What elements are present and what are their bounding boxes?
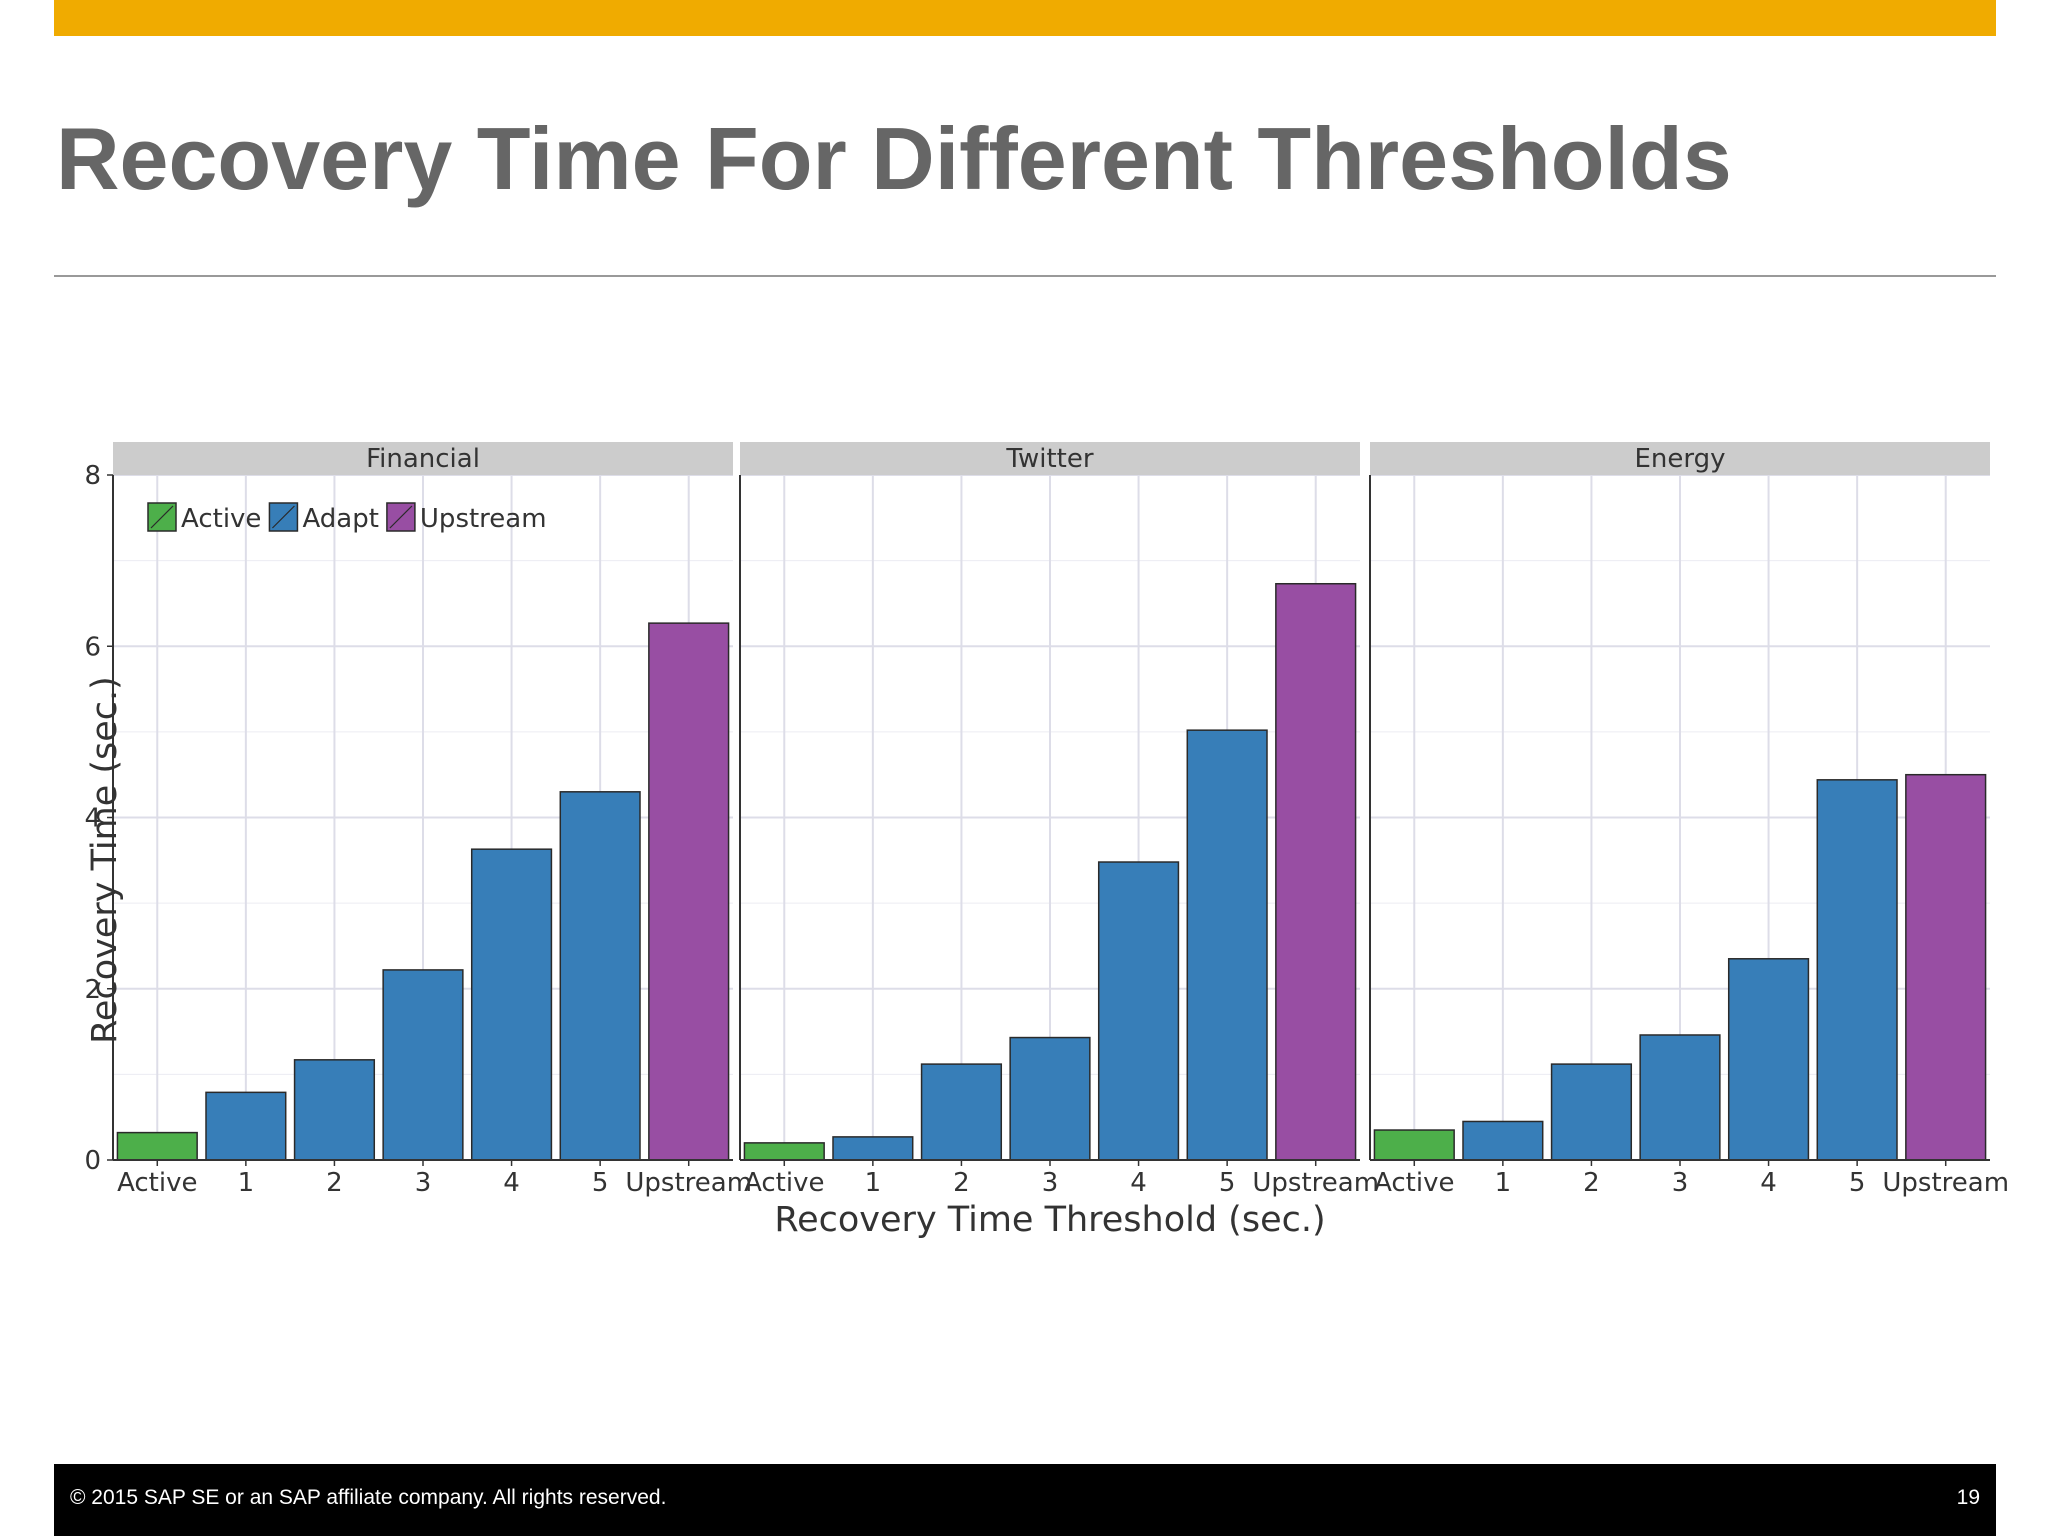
bar-twitter-active (743, 1142, 825, 1161)
bar-twitter-5 (1186, 729, 1268, 1161)
panel-strips: Financial Twitter Energy (113, 442, 1990, 475)
bar-twitter-1 (832, 1136, 914, 1161)
top-accent-bar (54, 0, 1996, 36)
footer-copyright: © 2015 SAP SE or an SAP affiliate compan… (70, 1486, 667, 1509)
panel-strip-bg (1370, 442, 1990, 475)
x-tick-label: 3 (1042, 1168, 1059, 1198)
y-tick-label: 2 (84, 975, 101, 1005)
bar-energy-3 (1639, 1034, 1721, 1161)
panel-strip-label-financial: Financial (366, 444, 480, 474)
x-tick-label: 4 (503, 1168, 520, 1198)
bars-layer (116, 582, 1987, 1161)
page-number: 19 (1956, 1486, 1980, 1509)
legend-swatch-slash (272, 505, 295, 529)
bar-financial-4 (470, 848, 553, 1161)
x-axis-title: Recovery Time Threshold (sec.) (774, 1200, 1325, 1240)
panel-strip-bg (740, 442, 1360, 475)
x-tick-label: 1 (865, 1168, 882, 1198)
x-tick-label: 2 (953, 1168, 970, 1198)
title-divider (54, 275, 1996, 277)
x-tick-label: Active (1374, 1168, 1454, 1198)
x-tick-label: 4 (1130, 1168, 1147, 1198)
x-tick-label: 3 (1672, 1168, 1689, 1198)
bar-financial-1 (205, 1091, 287, 1161)
x-tick-label: 5 (592, 1168, 609, 1198)
chart-svg: Financial Twitter Energy Active 1 2 3 4 5 Upstre… (84, 442, 2009, 1240)
bar-energy-2 (1550, 1063, 1633, 1161)
legend-label-adapt: Adapt (302, 504, 378, 534)
x-tick-label: Active (744, 1168, 824, 1198)
bar-twitter-4 (1097, 861, 1180, 1161)
legend: Active Adapt Upstream (147, 502, 547, 534)
bar-twitter-2 (920, 1063, 1003, 1161)
bar-twitter-upstream (1275, 582, 1357, 1161)
bar-financial-2 (293, 1059, 376, 1161)
recovery-time-chart: Financial Twitter Energy Active 1 2 3 4 5 Upstre… (40, 430, 2040, 1460)
bar-financial-3 (382, 969, 464, 1161)
x-tick-label: Upstream (625, 1168, 752, 1198)
x-tick-label: 5 (1849, 1168, 1866, 1198)
bar-twitter-3 (1009, 1036, 1091, 1161)
x-tick-label: 5 (1219, 1168, 1236, 1198)
legend-label-upstream: Upstream (420, 504, 547, 534)
x-tick-label: Upstream (1882, 1168, 2009, 1198)
bar-energy-1 (1462, 1120, 1544, 1161)
legend-swatch-slash (150, 505, 174, 529)
y-tick-label: 8 (84, 461, 101, 491)
x-tick-label: 2 (1583, 1168, 1600, 1198)
x-tick-label: 3 (415, 1168, 432, 1198)
slide-footer: © 2015 SAP SE or an SAP affiliate compan… (54, 1464, 1996, 1536)
bar-financial-active (116, 1131, 198, 1161)
legend-swatch-slash (389, 505, 413, 529)
x-tick-label: 1 (238, 1168, 255, 1198)
y-tick-label: 0 (84, 1146, 101, 1176)
panel-strip-label-energy: Energy (1634, 444, 1725, 474)
panel-strip-label-twitter: Twitter (1005, 444, 1093, 474)
x-tick-label: 1 (1495, 1168, 1512, 1198)
legend-label-active: Active (181, 504, 261, 534)
y-axis-title: Recovery Time (sec.) (85, 676, 125, 1044)
bar-financial-5 (559, 791, 641, 1161)
bar-financial-upstream (648, 622, 730, 1161)
panel-strip-bg (113, 442, 733, 475)
y-tick-label: 6 (84, 632, 101, 662)
x-tick-label: Upstream (1252, 1168, 1379, 1198)
bar-energy-upstream (1905, 773, 1987, 1161)
slide-title: Recovery Time For Different Thresholds (56, 109, 1732, 208)
bar-energy-5 (1816, 779, 1898, 1161)
x-tick-label: 2 (326, 1168, 343, 1198)
bar-energy-active (1373, 1129, 1455, 1161)
x-tick-label: 4 (1760, 1168, 1777, 1198)
bar-energy-4 (1727, 958, 1810, 1161)
x-tick-label: Active (117, 1168, 197, 1198)
y-tick-label: 4 (84, 804, 101, 834)
